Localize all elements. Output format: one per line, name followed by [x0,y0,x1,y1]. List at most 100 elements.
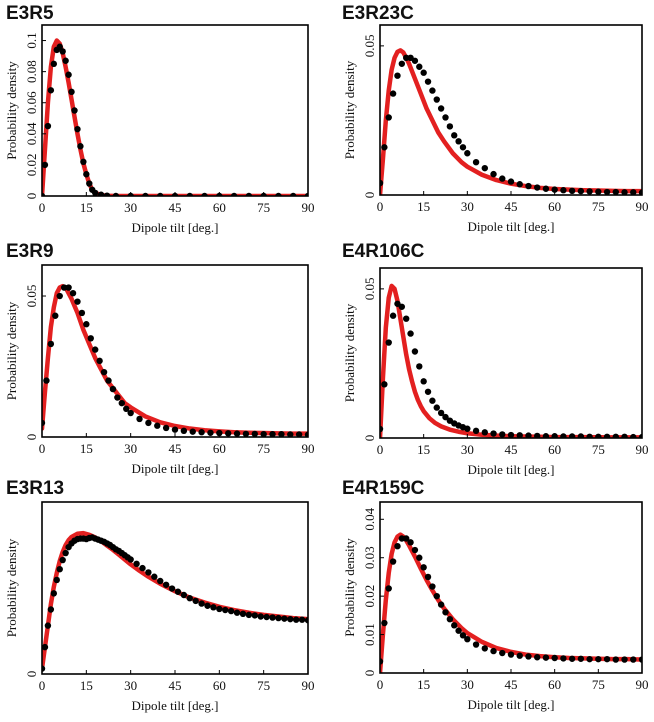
data-point [586,655,593,663]
x-tick-label: 30 [461,677,474,692]
data-point [586,433,593,438]
data-point [44,622,52,629]
data-point [464,150,471,157]
y-axis-label: Probability density [4,301,19,400]
data-point [123,405,130,412]
x-tick-label: 60 [548,442,561,457]
data-point [78,309,86,317]
data-point [44,122,52,130]
x-axis-label: Dipole tilt [deg.] [131,220,218,235]
data-point [233,609,241,616]
data-point [516,432,523,438]
data-point [204,602,211,609]
data-point [442,413,449,421]
data-point [251,612,258,619]
y-axis-label: Probability density [4,61,19,160]
chart-panel-e3r5: E3R5 0 15 30 45 60 75 90 0 0.02 0.04 0.06 0.08 0.1 Dip… [4,3,315,235]
data-point [56,292,63,300]
data-point [499,431,506,438]
data-point [263,613,270,621]
data-point [630,189,637,195]
data-point [198,600,205,607]
x-axis-label: Dipole tilt [deg.] [131,698,218,713]
data-point [446,616,454,623]
data-point [577,433,585,438]
data-point [398,303,406,310]
data-point [446,123,454,130]
data-point [612,433,619,438]
data-point [437,601,445,608]
plot-frame [379,24,643,196]
data-point [210,604,217,611]
x-tick-label: 90 [636,677,649,692]
data-point [398,60,406,67]
x-tick-label: 15 [80,678,93,693]
y-axis-label: Probability density [342,303,357,402]
data-point [389,558,397,565]
y-axis-label: Probability density [342,538,357,637]
x-tick-label: 60 [548,199,561,214]
data-point [437,105,445,112]
data-point [100,368,108,376]
x-tick-label: 0 [377,199,384,214]
x-tick-label: 75 [257,200,270,215]
data-point [42,643,49,651]
data-point [59,48,66,55]
data-point [168,585,176,592]
data-point [481,164,488,172]
fit-curve [42,38,308,196]
data-point [83,171,90,178]
x-tick-label: 45 [505,442,518,457]
data-point [442,609,449,616]
data-point [71,107,78,114]
data-point [630,433,637,438]
data-point [534,184,541,191]
x-axis-label: Dipole tilt [deg.] [467,462,554,477]
y-tick-label: 0.05 [24,285,39,308]
chart-panel-e4r106c: E4R106C 0 15 30 45 60 75 90 0 0.05 Dipole tilt [de… [342,241,649,477]
x-tick-label: 60 [213,441,226,456]
data-point [542,433,550,438]
data-point [451,622,458,629]
data-point [560,655,567,662]
data-point [83,321,90,328]
data-point [577,655,585,662]
data-point [97,191,105,196]
data-point [139,564,146,572]
data-point [86,180,93,187]
data-point [542,654,550,661]
data-point [145,419,152,427]
data-point [472,158,480,166]
y-tick-label: 0.04 [24,122,39,145]
data-point [424,78,432,85]
data-point [603,433,611,438]
data-point [455,138,462,145]
data-point [459,632,467,639]
fit-curve [380,48,642,195]
chart-panel-e3r13: E3R13 0 15 30 45 60 75 90 0 Dipole tilt [deg.] Pro… [4,478,315,713]
data-point [507,178,515,185]
data-point [433,404,440,411]
x-tick-label: 15 [80,441,93,456]
y-tick-label: 0 [362,435,377,442]
data-point [381,619,388,627]
data-point [239,610,247,617]
x-axis-label: Dipole tilt [deg.] [467,219,554,234]
data-point [151,573,158,580]
y-tick-label: 0.04 [362,507,377,530]
data-point [472,641,480,648]
x-tick-label: 15 [80,200,93,215]
data-point [603,188,611,195]
data-point [65,284,72,291]
data-point [542,185,550,192]
x-tick-label: 45 [169,678,182,693]
x-axis-label: Dipole tilt [deg.] [131,461,218,476]
data-point [424,388,432,395]
x-tick-label: 60 [213,678,226,693]
x-tick-label: 90 [636,442,649,457]
data-point [516,652,523,659]
data-point [455,627,462,634]
data-point [429,397,436,404]
data-point [433,592,440,600]
data-point [551,654,558,662]
